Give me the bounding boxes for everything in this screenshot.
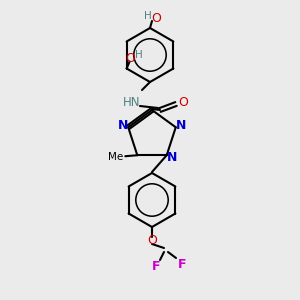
Text: N: N bbox=[176, 119, 186, 132]
Text: F: F bbox=[152, 260, 160, 274]
Text: F: F bbox=[178, 257, 186, 271]
Text: O: O bbox=[126, 52, 136, 65]
Text: O: O bbox=[178, 97, 188, 110]
Text: H: H bbox=[144, 11, 152, 21]
Text: HN: HN bbox=[123, 95, 141, 109]
Text: N: N bbox=[118, 119, 128, 132]
Text: H: H bbox=[135, 50, 142, 59]
Text: O: O bbox=[147, 233, 157, 247]
Text: Me: Me bbox=[108, 152, 123, 162]
Text: O: O bbox=[151, 13, 161, 26]
Text: N: N bbox=[167, 151, 177, 164]
